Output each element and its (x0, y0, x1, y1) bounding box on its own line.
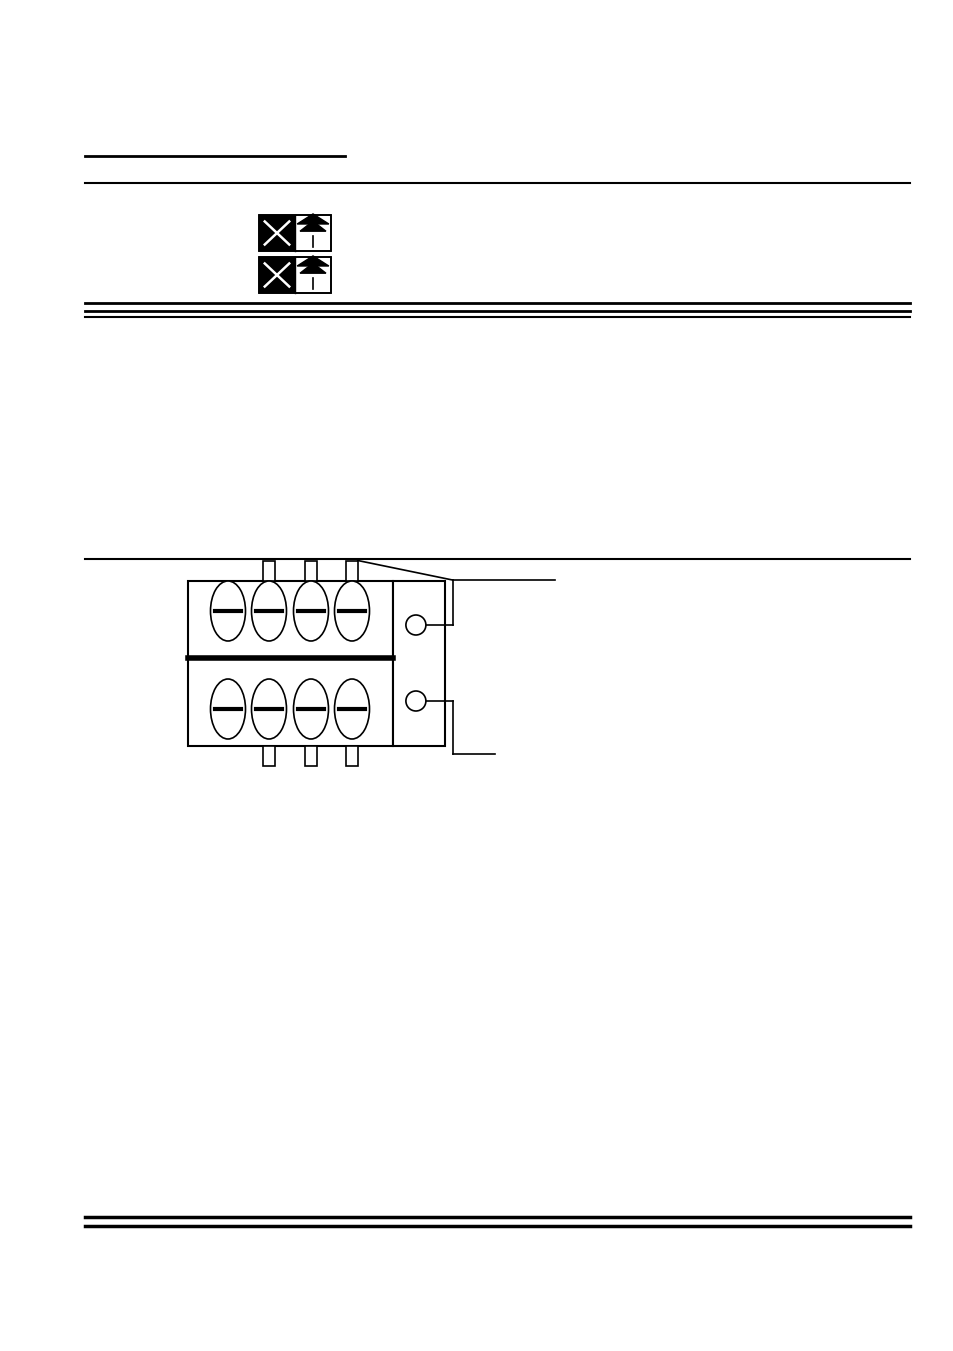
Polygon shape (300, 263, 326, 273)
Bar (346, 561, 357, 581)
Ellipse shape (294, 680, 328, 739)
Ellipse shape (335, 581, 369, 640)
Polygon shape (296, 255, 329, 266)
Bar (258, 257, 294, 293)
Bar (263, 561, 274, 581)
Polygon shape (300, 222, 326, 231)
Polygon shape (296, 213, 329, 224)
Bar (392, 581, 444, 746)
Bar (263, 746, 274, 766)
Bar (258, 257, 331, 293)
Bar (258, 215, 331, 251)
Ellipse shape (294, 581, 328, 640)
Bar (188, 581, 392, 746)
Ellipse shape (211, 680, 245, 739)
Ellipse shape (211, 581, 245, 640)
Circle shape (405, 615, 425, 635)
Bar (305, 561, 316, 581)
Ellipse shape (252, 581, 286, 640)
Bar (258, 215, 331, 251)
Bar (258, 215, 294, 251)
Ellipse shape (335, 680, 369, 739)
Circle shape (405, 690, 425, 711)
Ellipse shape (252, 680, 286, 739)
Bar (346, 746, 357, 766)
Bar (305, 746, 316, 766)
Bar (258, 257, 331, 293)
